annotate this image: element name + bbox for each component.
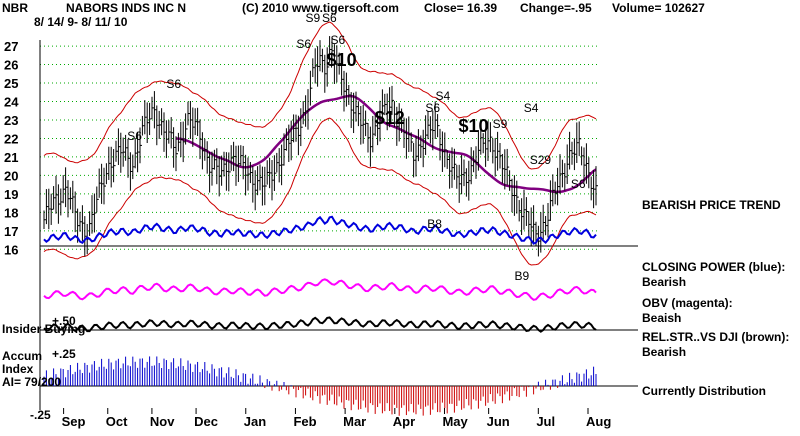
signal-label: B8 xyxy=(427,217,442,231)
copyright: (C) 2010 www.tigersoft.com xyxy=(242,1,399,15)
y-tick-label: 25 xyxy=(4,76,18,91)
month-label: Nov xyxy=(150,414,175,429)
price-axis-ticks: 27 26 25 24 23 22 21 20 19 18 17 16 xyxy=(4,39,19,257)
month-label: Sep xyxy=(62,414,86,429)
change-value: Change=-.95 xyxy=(520,1,592,15)
insider-buying-label: Insider Buying xyxy=(2,322,86,336)
signal-label: S6 xyxy=(571,177,586,191)
signal-label: $12 xyxy=(375,108,405,128)
signal-label: S29 xyxy=(530,153,552,167)
obv-label: OBV (magenta): Beaish xyxy=(642,296,733,325)
month-label: May xyxy=(442,414,468,429)
y-tick-label: 20 xyxy=(4,168,18,183)
month-label: Dec xyxy=(194,414,218,429)
month-axis-ticks: Sep Oct Nov Dec Jan Feb Mar Apr May Jun Jul Aug xyxy=(62,408,611,429)
plus25-label: +.25 xyxy=(52,347,76,361)
symbol: NBR xyxy=(2,1,28,15)
signal-label: B9 xyxy=(514,269,529,283)
trend-label: BEARISH PRICE TREND xyxy=(642,198,781,212)
distribution-label: Currently Distribution xyxy=(642,384,767,398)
month-label: Apr xyxy=(393,414,415,429)
signal-label: S9 xyxy=(305,11,320,25)
month-label: Mar xyxy=(343,414,366,429)
plus50-label: +.50 xyxy=(52,314,76,328)
obv-line xyxy=(43,278,597,301)
closing-power-line xyxy=(43,215,597,245)
y-tick-label: 26 xyxy=(4,58,18,73)
month-label: Jan xyxy=(244,414,266,429)
y-tick-label: 27 xyxy=(4,39,18,54)
signal-label: S4 xyxy=(524,101,539,115)
signal-label: $10 xyxy=(327,50,357,70)
volume-value: Volume= 102627 xyxy=(612,1,705,15)
signal-label: S6 xyxy=(166,77,181,91)
signal-label: S6 xyxy=(322,11,337,25)
month-label: Jun xyxy=(487,414,510,429)
signal-label: S6 xyxy=(296,37,311,51)
signal-label: S6 xyxy=(127,129,142,143)
y-tick-label: 16 xyxy=(4,242,18,257)
month-label: Oct xyxy=(106,414,128,429)
y-tick-label: 22 xyxy=(4,131,18,146)
accum-index-label: Accum Index AI= 79/200 xyxy=(2,349,62,389)
price-bars xyxy=(43,36,598,257)
signal-label: S4 xyxy=(435,89,450,103)
date-range: 8/ 14/ 9- 8/ 11/ 10 xyxy=(34,15,128,29)
signal-label: S6 xyxy=(331,33,346,47)
lower-band xyxy=(43,117,597,266)
rel-str-line xyxy=(43,316,597,333)
minus25-label: -.25 xyxy=(30,408,51,422)
y-tick-label: 24 xyxy=(4,95,19,110)
y-tick-label: 19 xyxy=(4,187,18,202)
close-value: Close= 16.39 xyxy=(424,1,498,15)
closing-power-label: CLOSING POWER (blue): Bearish xyxy=(642,260,786,289)
month-label: Aug xyxy=(586,414,611,429)
y-tick-label: 21 xyxy=(4,150,18,165)
y-tick-label: 23 xyxy=(4,113,18,128)
y-tick-label: 18 xyxy=(4,205,18,220)
upper-band xyxy=(43,21,597,170)
rel-str-label: REL.STR..VS DJI (brown): Bearish xyxy=(642,330,790,359)
company-name: NABORS INDS INC N xyxy=(66,1,187,15)
month-label: Feb xyxy=(293,414,316,429)
accum-index-bars xyxy=(43,356,597,416)
month-label: Jul xyxy=(536,414,555,429)
signal-label: S9 xyxy=(493,117,508,131)
y-tick-label: 17 xyxy=(4,224,18,239)
signal-label: S6 xyxy=(425,101,440,115)
signal-label: $10 xyxy=(459,116,489,136)
